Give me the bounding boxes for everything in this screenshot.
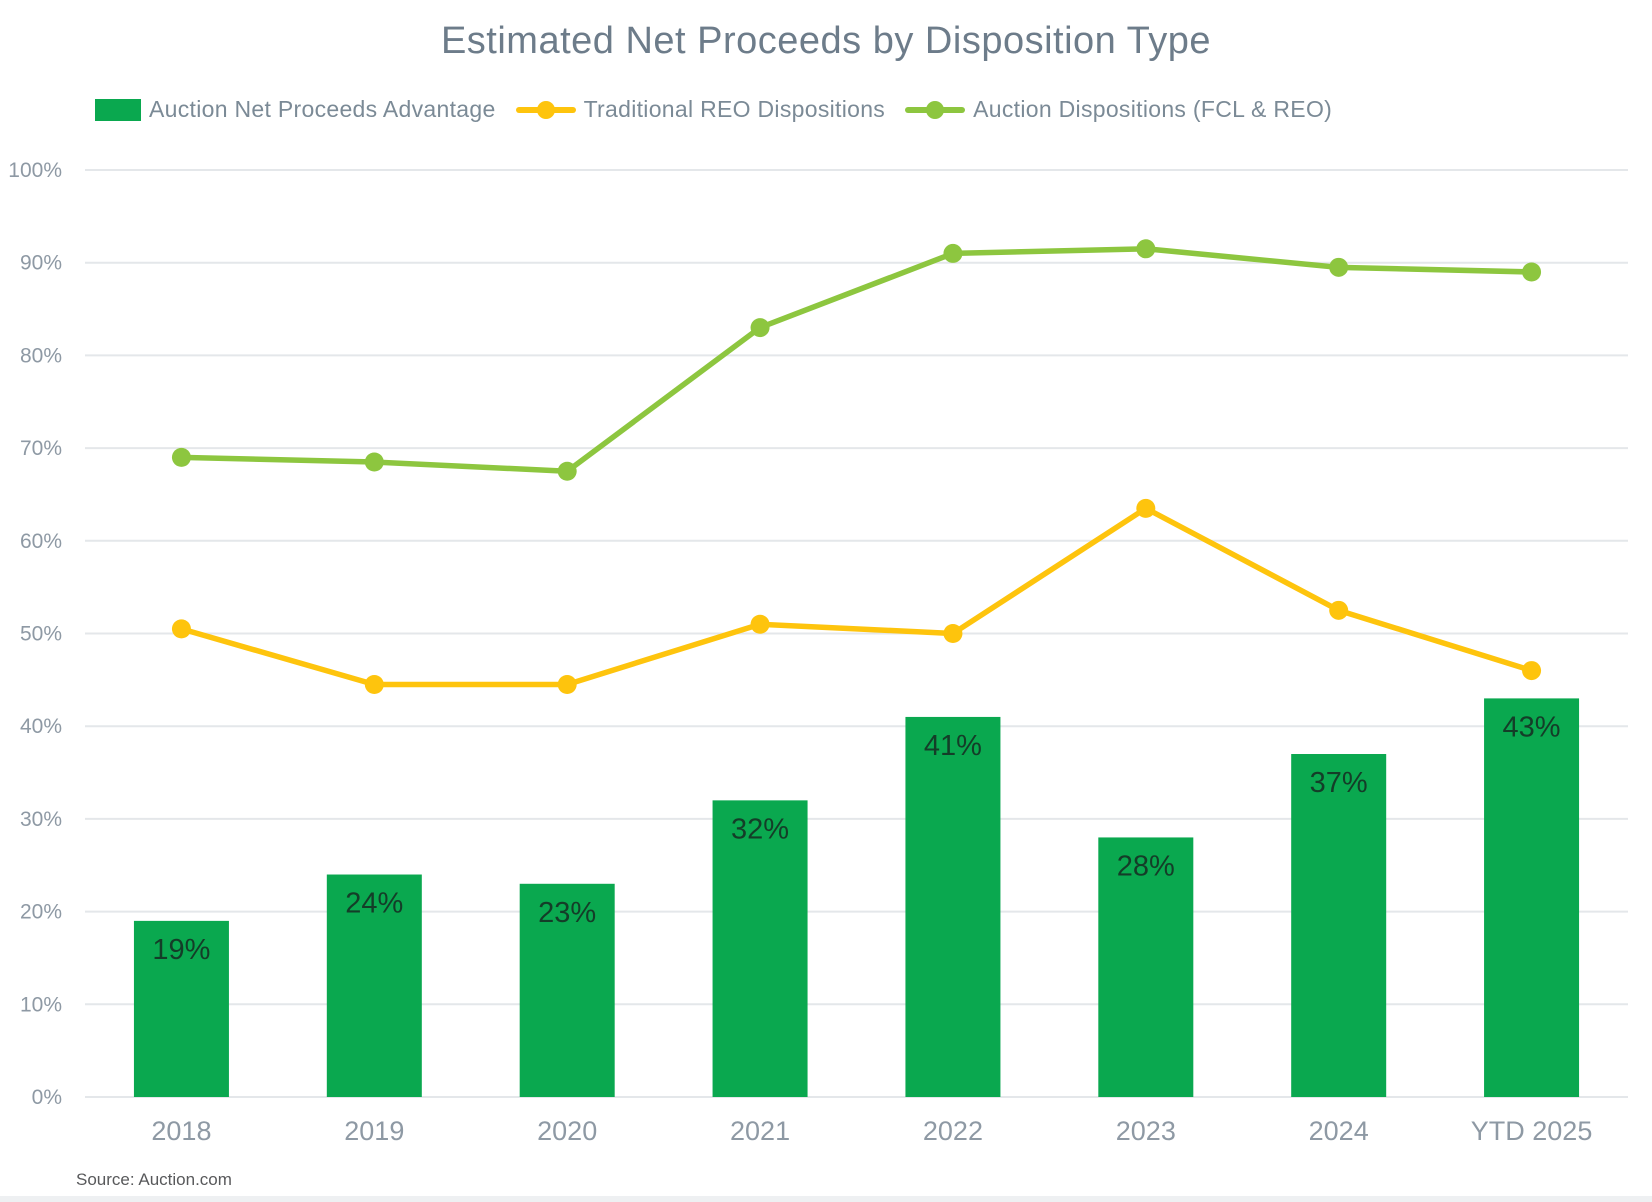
bar-value-label-2021: 32% <box>731 813 789 845</box>
line-traditional-reo-dispositions <box>178 505 1535 688</box>
point-traditional-reo-dispositions-2022 <box>943 624 963 643</box>
footer-strip <box>0 1196 1652 1202</box>
x-tick-label-2020: 2020 <box>537 1116 597 1146</box>
legend-line-dot-icon <box>905 100 966 120</box>
point-auction-dispositions-fcl-reo--2024 <box>1329 257 1349 277</box>
x-tick-label-YTD 2025: YTD 2025 <box>1471 1116 1593 1146</box>
legend-item-2: Traditional REO Dispositions <box>515 96 886 123</box>
legend-bar-swatch-icon <box>95 98 141 121</box>
bar-2023 <box>1098 837 1194 1097</box>
bar-2018 <box>133 920 229 1097</box>
point-traditional-reo-dispositions-2021 <box>750 614 770 634</box>
point-auction-dispositions-fcl-reo--2022 <box>943 243 963 263</box>
y-tick-label-20%: 20% <box>20 901 62 924</box>
y-tick-label-90%: 90% <box>20 252 62 275</box>
point-auction-dispositions-fcl-reo--2018 <box>171 447 191 467</box>
legend-line-dot-icon <box>515 100 576 120</box>
y-tick-label-0%: 0% <box>32 1086 62 1109</box>
y-tick-label-70%: 70% <box>20 437 62 460</box>
bar-2019 <box>326 874 422 1097</box>
legend-item-3: Auction Dispositions (FCL & REO) <box>905 96 1332 123</box>
y-tick-label-10%: 10% <box>20 993 62 1016</box>
y-tick-label-80%: 80% <box>20 344 62 367</box>
legend-label: Auction Dispositions (FCL & REO) <box>973 96 1333 122</box>
y-tick-label-30%: 30% <box>20 808 62 831</box>
x-tick-label-2021: 2021 <box>730 1116 790 1146</box>
legend-item-1: Auction Net Proceeds Advantage <box>95 96 496 123</box>
bar-value-label-2024: 37% <box>1310 767 1368 799</box>
line-auction-dispositions-fcl-reo- <box>178 246 1535 475</box>
point-traditional-reo-dispositions-2019 <box>364 674 384 694</box>
source-note: Source: Auction.com <box>76 1170 232 1189</box>
bar-2022 <box>905 716 1001 1097</box>
y-tick-label-40%: 40% <box>20 715 62 738</box>
point-traditional-reo-dispositions-2018 <box>171 619 191 639</box>
y-tick-label-50%: 50% <box>20 623 62 646</box>
point-traditional-reo-dispositions-2024 <box>1329 600 1349 620</box>
bar-value-label-2019: 24% <box>345 888 403 920</box>
point-auction-dispositions-fcl-reo--2023 <box>1136 239 1156 259</box>
x-tick-label-2024: 2024 <box>1309 1116 1369 1146</box>
bar-YTD 2025 <box>1484 698 1580 1097</box>
point-traditional-reo-dispositions-YTD 2025 <box>1522 661 1542 681</box>
y-tick-label-60%: 60% <box>20 530 62 553</box>
bar-value-label-2018: 19% <box>152 934 210 966</box>
legend-label: Traditional REO Dispositions <box>583 96 886 122</box>
point-traditional-reo-dispositions-2023 <box>1136 498 1156 518</box>
x-tick-label-2018: 2018 <box>151 1116 211 1146</box>
bar-value-label-2020: 23% <box>538 897 596 929</box>
bar-2020 <box>519 883 615 1097</box>
bar-value-label-YTD 2025: 43% <box>1503 711 1561 743</box>
bar-2024 <box>1291 754 1387 1097</box>
bar-value-label-2023: 28% <box>1117 850 1175 882</box>
legend-label: Auction Net Proceeds Advantage <box>149 96 496 122</box>
chart-title: Estimated Net Proceeds by Disposition Ty… <box>440 20 1212 62</box>
chart-legend: Auction Net Proceeds Advantage Traditiona… <box>95 96 1332 123</box>
bar-value-label-2022: 41% <box>924 730 982 762</box>
y-tick-label-100%: 100% <box>8 159 62 182</box>
point-auction-dispositions-fcl-reo--2019 <box>364 452 384 472</box>
point-auction-dispositions-fcl-reo--2021 <box>750 318 770 338</box>
x-tick-label-2023: 2023 <box>1116 1116 1176 1146</box>
x-tick-label-2019: 2019 <box>344 1116 404 1146</box>
x-tick-label-2022: 2022 <box>923 1116 983 1146</box>
bar-2021 <box>712 800 808 1097</box>
point-auction-dispositions-fcl-reo--2020 <box>557 461 577 481</box>
point-traditional-reo-dispositions-2020 <box>557 674 577 694</box>
point-auction-dispositions-fcl-reo--YTD 2025 <box>1522 262 1542 282</box>
